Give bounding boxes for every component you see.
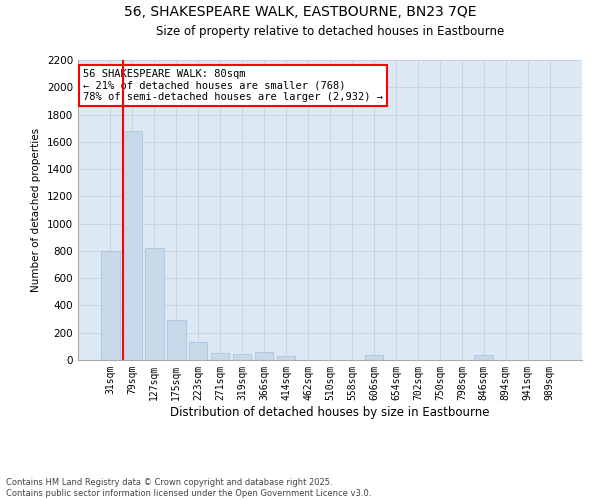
Bar (255, 352, 274, 360)
Bar (167, 320, 185, 360)
Bar (145, 248, 164, 360)
Bar (475, 354, 493, 360)
Text: 56 SHAKESPEARE WALK: 80sqm
← 21% of detached houses are smaller (768)
78% of sem: 56 SHAKESPEARE WALK: 80sqm ← 21% of deta… (83, 69, 383, 102)
Text: 56, SHAKESPEARE WALK, EASTBOURNE, BN23 7QE: 56, SHAKESPEARE WALK, EASTBOURNE, BN23 7… (124, 5, 476, 19)
Bar (277, 356, 295, 360)
Bar (101, 251, 119, 360)
Y-axis label: Number of detached properties: Number of detached properties (31, 128, 41, 292)
X-axis label: Distribution of detached houses by size in Eastbourne: Distribution of detached houses by size … (170, 406, 490, 418)
Bar (233, 354, 251, 360)
Title: Size of property relative to detached houses in Eastbourne: Size of property relative to detached ho… (156, 25, 504, 38)
Bar (211, 353, 229, 360)
Bar (123, 131, 142, 360)
Bar (365, 354, 383, 360)
Bar (189, 342, 208, 360)
Text: Contains HM Land Registry data © Crown copyright and database right 2025.
Contai: Contains HM Land Registry data © Crown c… (6, 478, 371, 498)
